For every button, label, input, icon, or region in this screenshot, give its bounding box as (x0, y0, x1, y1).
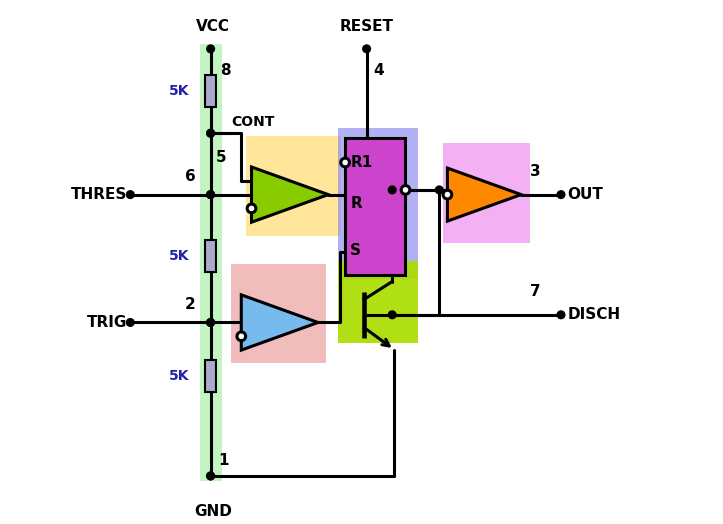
Circle shape (207, 191, 215, 199)
Circle shape (388, 186, 396, 194)
Text: DISCH: DISCH (567, 307, 620, 322)
Bar (231, 264, 325, 364)
Text: 5K: 5K (168, 369, 189, 383)
Circle shape (557, 191, 565, 199)
Circle shape (207, 191, 215, 199)
Text: 6: 6 (184, 169, 195, 184)
Text: 8: 8 (220, 63, 231, 78)
Text: 5K: 5K (168, 84, 189, 98)
Text: RESET: RESET (340, 19, 393, 35)
Text: R1: R1 (350, 155, 372, 170)
Polygon shape (241, 295, 318, 350)
Text: OUT: OUT (567, 187, 603, 202)
Text: S: S (350, 243, 362, 258)
Bar (345, 138, 406, 275)
Circle shape (363, 45, 370, 52)
Circle shape (207, 129, 215, 137)
Bar (205, 240, 216, 272)
Circle shape (207, 472, 215, 480)
Circle shape (435, 186, 443, 194)
Circle shape (341, 158, 349, 167)
Text: 2: 2 (184, 297, 195, 312)
Bar (205, 361, 216, 392)
Polygon shape (448, 168, 521, 221)
Bar (205, 75, 216, 106)
Circle shape (207, 472, 215, 480)
Text: GND: GND (194, 504, 232, 519)
Circle shape (388, 311, 396, 319)
Circle shape (237, 332, 246, 341)
Circle shape (443, 190, 452, 199)
Bar (338, 128, 418, 279)
Text: R: R (350, 196, 362, 211)
Circle shape (207, 319, 215, 326)
Text: VCC: VCC (196, 19, 230, 35)
Text: THRES: THRES (71, 187, 127, 202)
Polygon shape (252, 167, 328, 222)
Text: TRIG: TRIG (87, 315, 127, 330)
Circle shape (127, 319, 134, 326)
Circle shape (557, 311, 565, 319)
Circle shape (207, 319, 215, 326)
Text: 5K: 5K (168, 249, 189, 263)
Bar (247, 136, 341, 235)
Text: 3: 3 (530, 164, 541, 179)
Circle shape (401, 185, 410, 194)
Text: CONT: CONT (231, 115, 275, 129)
Circle shape (207, 45, 215, 52)
Text: 5: 5 (215, 149, 226, 165)
Text: 4: 4 (374, 63, 385, 78)
Bar (338, 261, 418, 343)
Bar (443, 144, 530, 243)
Text: 7: 7 (530, 285, 541, 299)
Circle shape (127, 191, 134, 199)
Circle shape (247, 204, 256, 213)
Text: 1: 1 (219, 453, 229, 468)
Circle shape (207, 129, 215, 137)
Bar (200, 43, 222, 481)
